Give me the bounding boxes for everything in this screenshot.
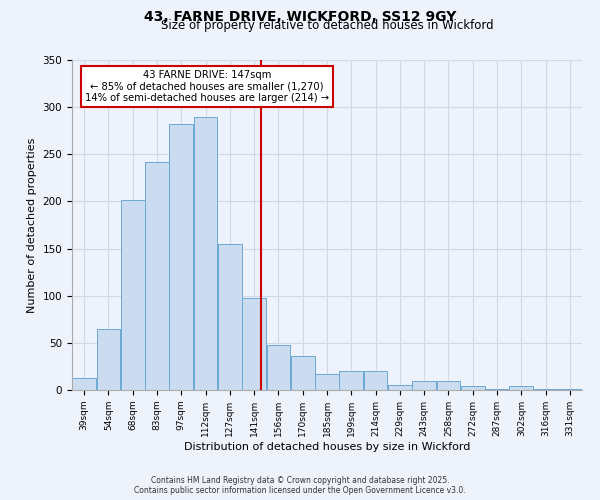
Text: 43, FARNE DRIVE, WICKFORD, SS12 9GY: 43, FARNE DRIVE, WICKFORD, SS12 9GY xyxy=(144,10,456,24)
Bar xyxy=(485,389,509,390)
Text: Contains HM Land Registry data © Crown copyright and database right 2025.
Contai: Contains HM Land Registry data © Crown c… xyxy=(134,476,466,495)
Bar xyxy=(218,244,242,390)
Bar xyxy=(121,200,145,390)
Bar xyxy=(437,380,460,390)
Bar xyxy=(509,386,533,390)
Bar xyxy=(97,328,121,390)
Text: 43 FARNE DRIVE: 147sqm
← 85% of detached houses are smaller (1,270)
14% of semi-: 43 FARNE DRIVE: 147sqm ← 85% of detached… xyxy=(85,70,329,103)
Bar xyxy=(364,371,388,390)
Bar xyxy=(412,380,436,390)
Bar xyxy=(194,116,217,390)
Bar xyxy=(266,344,290,390)
Bar xyxy=(72,378,96,390)
Bar xyxy=(242,298,266,390)
Bar xyxy=(340,371,363,390)
X-axis label: Distribution of detached houses by size in Wickford: Distribution of detached houses by size … xyxy=(184,442,470,452)
Title: Size of property relative to detached houses in Wickford: Size of property relative to detached ho… xyxy=(161,20,493,32)
Bar xyxy=(388,386,412,390)
Bar xyxy=(558,389,582,390)
Bar xyxy=(291,356,314,390)
Bar xyxy=(145,162,169,390)
Bar xyxy=(315,374,339,390)
Y-axis label: Number of detached properties: Number of detached properties xyxy=(27,138,37,312)
Bar xyxy=(533,389,557,390)
Bar xyxy=(169,124,193,390)
Bar xyxy=(461,386,485,390)
